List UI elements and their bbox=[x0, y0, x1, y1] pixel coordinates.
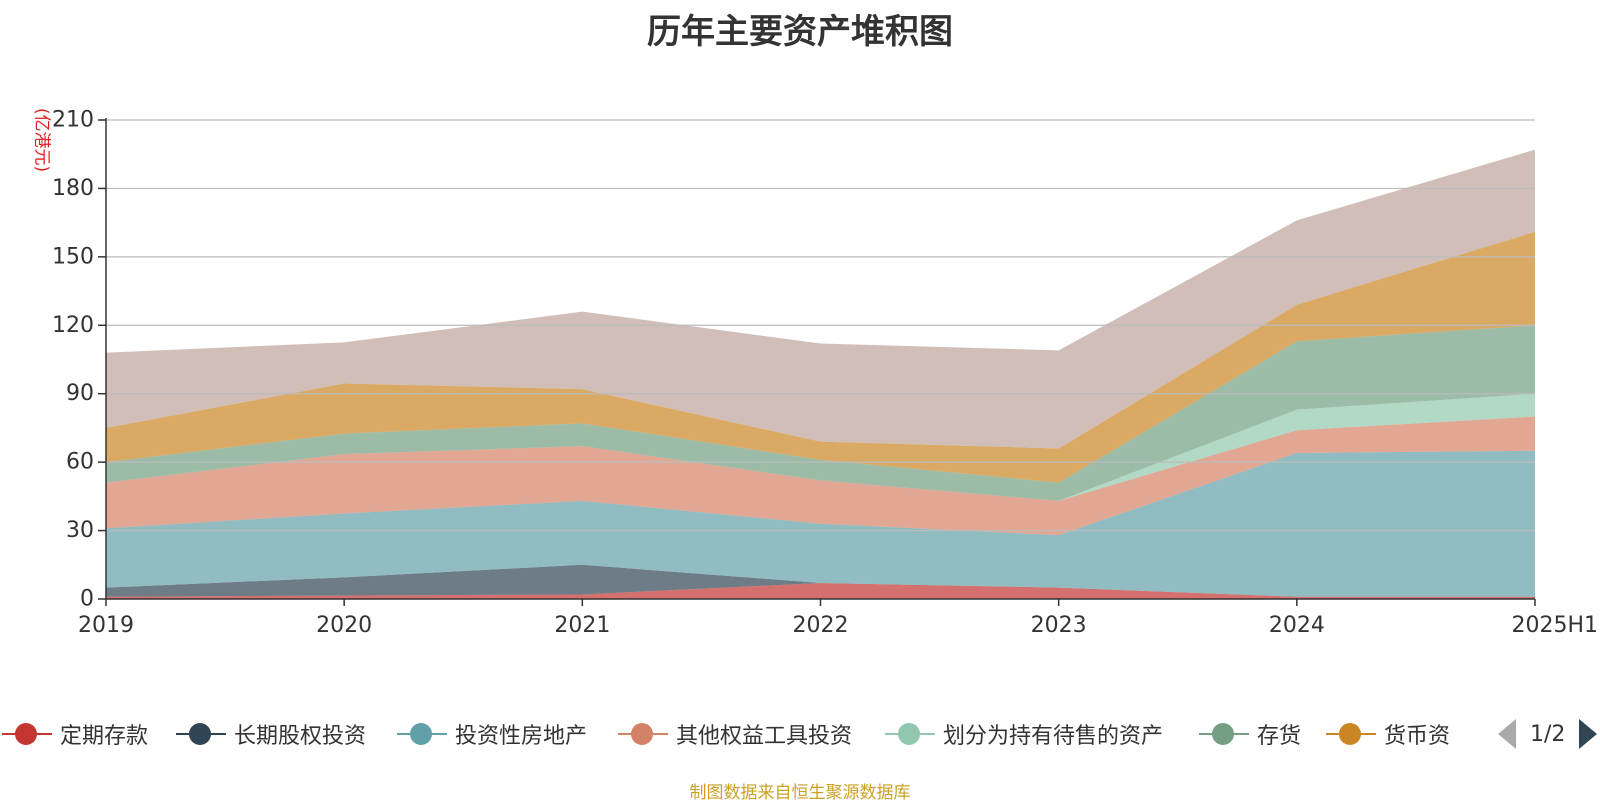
y-tick-label-2: 60 bbox=[66, 450, 94, 475]
area-series-7 bbox=[106, 149, 1535, 449]
legend-item-2[interactable]: 投资性房地产 bbox=[397, 714, 587, 754]
legend-label: 其他权益工具投资 bbox=[676, 724, 853, 749]
legend-label: 定期存款 bbox=[60, 724, 149, 749]
legend-pager: 1/2 bbox=[1498, 714, 1598, 754]
x-tick-label-6: 2025H1 bbox=[1511, 613, 1598, 638]
y-tick-label-7: 210 bbox=[52, 108, 94, 133]
area-series-5 bbox=[106, 325, 1535, 501]
y-tick-label-1: 30 bbox=[66, 518, 94, 543]
area-series-6 bbox=[106, 231, 1535, 483]
legend: 定期存款 长期股权投资 投资性房地产 其他权益工具投资 划分为持有待售的资产 存… bbox=[0, 714, 1600, 754]
legend-label: 货币资 bbox=[1384, 724, 1451, 749]
legend-swatch-icon bbox=[1199, 722, 1249, 746]
legend-item-0[interactable]: 定期存款 bbox=[2, 714, 148, 754]
legend-swatch-icon bbox=[176, 722, 226, 746]
legend-swatch-icon bbox=[1326, 722, 1376, 746]
area-series-0 bbox=[106, 583, 1535, 599]
y-tick-label-4: 120 bbox=[52, 313, 94, 338]
legend-item-1[interactable]: 长期股权投资 bbox=[176, 714, 366, 754]
x-tick-label-3: 2022 bbox=[793, 613, 849, 638]
legend-swatch-icon bbox=[2, 722, 52, 746]
legend-label: 划分为持有待售的资产 bbox=[943, 724, 1164, 749]
y-tick-label-5: 150 bbox=[52, 244, 94, 269]
y-tick-label-6: 180 bbox=[52, 176, 94, 201]
legend-swatch-icon bbox=[885, 722, 935, 746]
legend-item-6[interactable]: 货币资 bbox=[1326, 714, 1450, 754]
legend-swatch-icon bbox=[618, 722, 668, 746]
stacked-area-chart: 0 30 60 90 120 150 180 210 2019 2020 2021 2022 2023 2… bbox=[52, 108, 1598, 639]
x-tick-label-4: 2023 bbox=[1031, 613, 1087, 638]
legend-item-3[interactable]: 其他权益工具投资 bbox=[618, 714, 852, 754]
legend-page-indicator: 1/2 bbox=[1530, 721, 1566, 747]
triangle-left-icon[interactable] bbox=[1498, 719, 1516, 749]
area-series-3 bbox=[106, 416, 1535, 536]
triangle-right-icon[interactable] bbox=[1579, 719, 1598, 749]
legend-label: 长期股权投资 bbox=[234, 724, 367, 749]
legend-swatch-icon bbox=[397, 722, 447, 746]
y-tick-label-3: 90 bbox=[66, 381, 94, 406]
legend-item-5[interactable]: 存货 bbox=[1199, 714, 1301, 754]
area-series-4 bbox=[106, 393, 1535, 501]
x-tick-label-2: 2021 bbox=[554, 613, 610, 638]
legend-label: 投资性房地产 bbox=[455, 724, 588, 749]
x-tick-label-5: 2024 bbox=[1269, 613, 1325, 638]
x-tick-label-1: 2020 bbox=[316, 613, 372, 638]
x-tick-label-0: 2019 bbox=[78, 613, 134, 638]
legend-item-4[interactable]: 划分为持有待售的资产 bbox=[885, 714, 1163, 754]
area-series-1 bbox=[106, 564, 1535, 597]
source-note: 制图数据来自恒生聚源数据库 bbox=[689, 783, 911, 803]
chart-title: 历年主要资产堆积图 bbox=[647, 12, 953, 52]
y-tick-label-0: 0 bbox=[80, 587, 94, 612]
legend-label: 存货 bbox=[1257, 724, 1302, 749]
